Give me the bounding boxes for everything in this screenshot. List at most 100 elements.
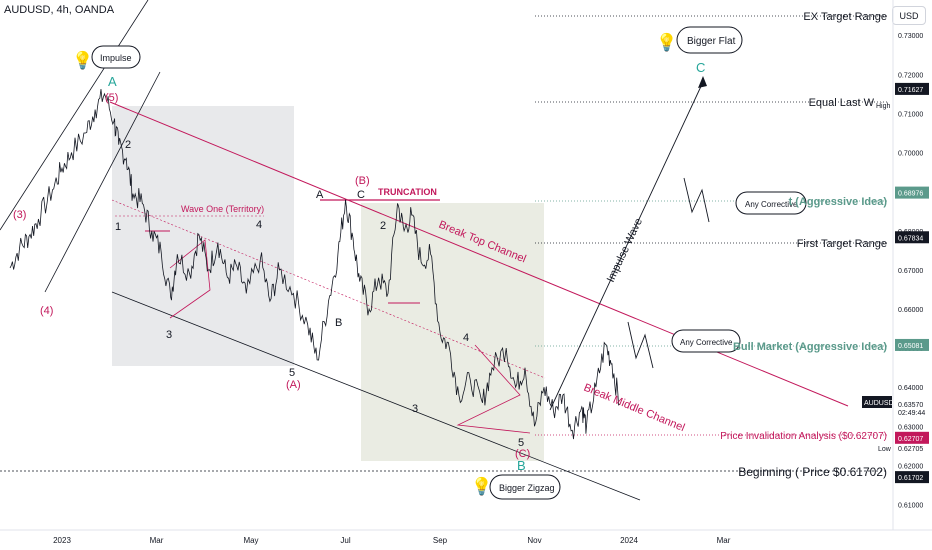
lightbulb-icon: 💡	[471, 476, 492, 496]
x-tick-label: May	[243, 536, 258, 545]
wave-label-3: 3	[166, 329, 172, 341]
y-tick-label: 0.73000	[898, 33, 923, 40]
wave-4-pattern	[456, 344, 531, 434]
x-tick-label: Jul	[340, 536, 350, 545]
countdown-label: 02:49:44	[898, 410, 925, 417]
upper-channel-line	[0, 0, 149, 231]
svg-text:AUDUSD: AUDUSD	[864, 400, 894, 407]
wave-label-4-paren: (4)	[40, 305, 53, 317]
wave-label-B-paren: (B)	[355, 175, 370, 187]
svg-text:Impulse: Impulse	[100, 53, 132, 63]
break-top-channel-line	[109, 101, 849, 407]
x-tick-label: 2023	[53, 536, 71, 545]
price-tag-box	[895, 398, 929, 411]
x-tick-label: 2024	[620, 536, 638, 545]
price-tag-label: 0.61702	[898, 475, 923, 482]
svg-text:Any Corrective: Any Corrective	[680, 338, 733, 347]
break-middle-channel-label: Break Middle Channel	[582, 382, 687, 435]
price-tag-label: 0.71627	[898, 87, 923, 94]
wave-one-zone	[112, 106, 294, 366]
impulse-wave-arrow	[549, 81, 704, 411]
wave-label-2b: 2	[380, 220, 386, 232]
truncation-zone	[361, 203, 544, 461]
wave-label-A-mid: A	[316, 189, 324, 201]
impulse-wave-label: Impulse Wave	[605, 216, 645, 284]
price-tag-box	[895, 231, 929, 244]
x-tick-label: Nov	[527, 536, 541, 545]
svg-text:Bigger Flat: Bigger Flat	[687, 36, 736, 47]
price-tags: 0.71627 0.68976 0.67834 0.65081 0.63570 0.627…	[895, 82, 929, 484]
wave-label-B-bottom: B	[517, 458, 526, 473]
price-tag-box	[895, 186, 929, 199]
price-tag-label: 0.68976	[898, 191, 923, 198]
x-tick-label: Sep	[433, 536, 448, 545]
beginning-label: Beginning ( Price $0.61702)	[738, 465, 887, 479]
y-tick-label: 0.70000	[898, 151, 923, 158]
y-tick-label: 0.64000	[898, 385, 923, 392]
corrective-zigzag-lower	[627, 321, 654, 369]
x-tick-label: Mar	[150, 536, 164, 545]
y-tick-label: 0.71000	[898, 111, 923, 118]
first-target-label: First Target Range	[797, 238, 887, 250]
wave-label-5-paren: (5)	[105, 92, 118, 104]
wave-label-B-mid: B	[335, 317, 342, 329]
wave-one-territory-label: Wave One (Territory)	[181, 204, 264, 214]
any-corrective-callout-upper: Any Corrective	[735, 191, 807, 215]
x-tick-label: Mar	[717, 536, 731, 545]
wave-label-2: 2	[125, 139, 131, 151]
price-tag-box	[895, 431, 929, 444]
wave-label-5b: 5	[518, 437, 524, 449]
lower-channel-line	[111, 291, 641, 501]
bigger-flat-callout: 💡 Bigger Flat	[656, 26, 743, 54]
corrective-zigzag-upper	[683, 177, 710, 223]
price-tag-box	[895, 471, 929, 484]
wave-label-3b: 3	[412, 403, 418, 415]
time-axis[interactable]: 2023 Mar May Jul Sep Nov 2024 Mar	[53, 536, 731, 545]
wave-label-3-paren: (3)	[13, 209, 26, 221]
bigger-zigzag-callout: 💡 Bigger Zigzag	[471, 474, 561, 500]
wave-label-A-paren: (A)	[286, 379, 301, 391]
svg-text:Any Corrective: Any Corrective	[745, 200, 798, 209]
symbol-tag: AUDUSD	[862, 396, 894, 408]
wave-label-5: 5	[289, 367, 295, 379]
lightbulb-icon: 💡	[72, 50, 93, 70]
y-tick-label: 0.67000	[898, 268, 923, 275]
price-series-line	[9, 89, 620, 440]
lightbulb-icon: 💡	[656, 32, 677, 52]
price-tag-label: 0.67834	[898, 235, 923, 242]
svg-text:Bigger Zigzag: Bigger Zigzag	[499, 483, 555, 493]
price-tag-box	[895, 82, 929, 95]
aggressive-upper-label: t (Aggressive Idea)	[789, 196, 888, 208]
truncation-label: TRUNCATION	[378, 187, 437, 197]
y-tick-label: 0.61000	[898, 503, 923, 510]
price-tag-box	[895, 338, 929, 351]
impulse-callout: 💡 Impulse	[72, 45, 141, 70]
impulse-wave-arrowhead	[698, 76, 707, 88]
wave-label-C-target: C	[696, 60, 705, 75]
bull-market-label: Bull Market (Aggressive Idea)	[733, 341, 887, 353]
y-tick-label: 0.63000	[898, 424, 923, 431]
wave-label-C-paren: (C)	[515, 448, 530, 460]
any-corrective-callout-lower: Any Corrective	[671, 329, 741, 353]
wave-label-A-top: A	[108, 74, 117, 89]
low-value-label: 0.62705	[898, 446, 923, 453]
invalidation-label: Price Invalidation Analysis ($0.62707)	[720, 431, 887, 442]
triangle-pattern	[169, 239, 211, 319]
price-tag-label: 0.62707	[898, 436, 923, 443]
price-tag-label: 0.63570	[898, 402, 923, 409]
wave-label-1: 1	[115, 221, 121, 233]
price-tag-label: 0.65081	[898, 343, 923, 350]
equal-last-label: Equal Last W	[809, 97, 875, 109]
low-label: Low	[878, 446, 892, 453]
ex-target-label: EX Target Range	[803, 11, 887, 23]
chart-header: AUDUSD, 4h, OANDA	[4, 4, 115, 16]
y-tick-label: 0.62000	[898, 463, 923, 470]
wave-label-4b: 4	[463, 332, 469, 344]
y-tick-label: 0.66000	[898, 307, 923, 314]
y-tick-label: 0.72000	[898, 72, 923, 79]
upper-channel-line-2	[44, 71, 161, 293]
high-label: High	[876, 103, 891, 110]
wave-label-C-mid: C	[357, 189, 365, 201]
wave-label-4: 4	[256, 219, 262, 231]
